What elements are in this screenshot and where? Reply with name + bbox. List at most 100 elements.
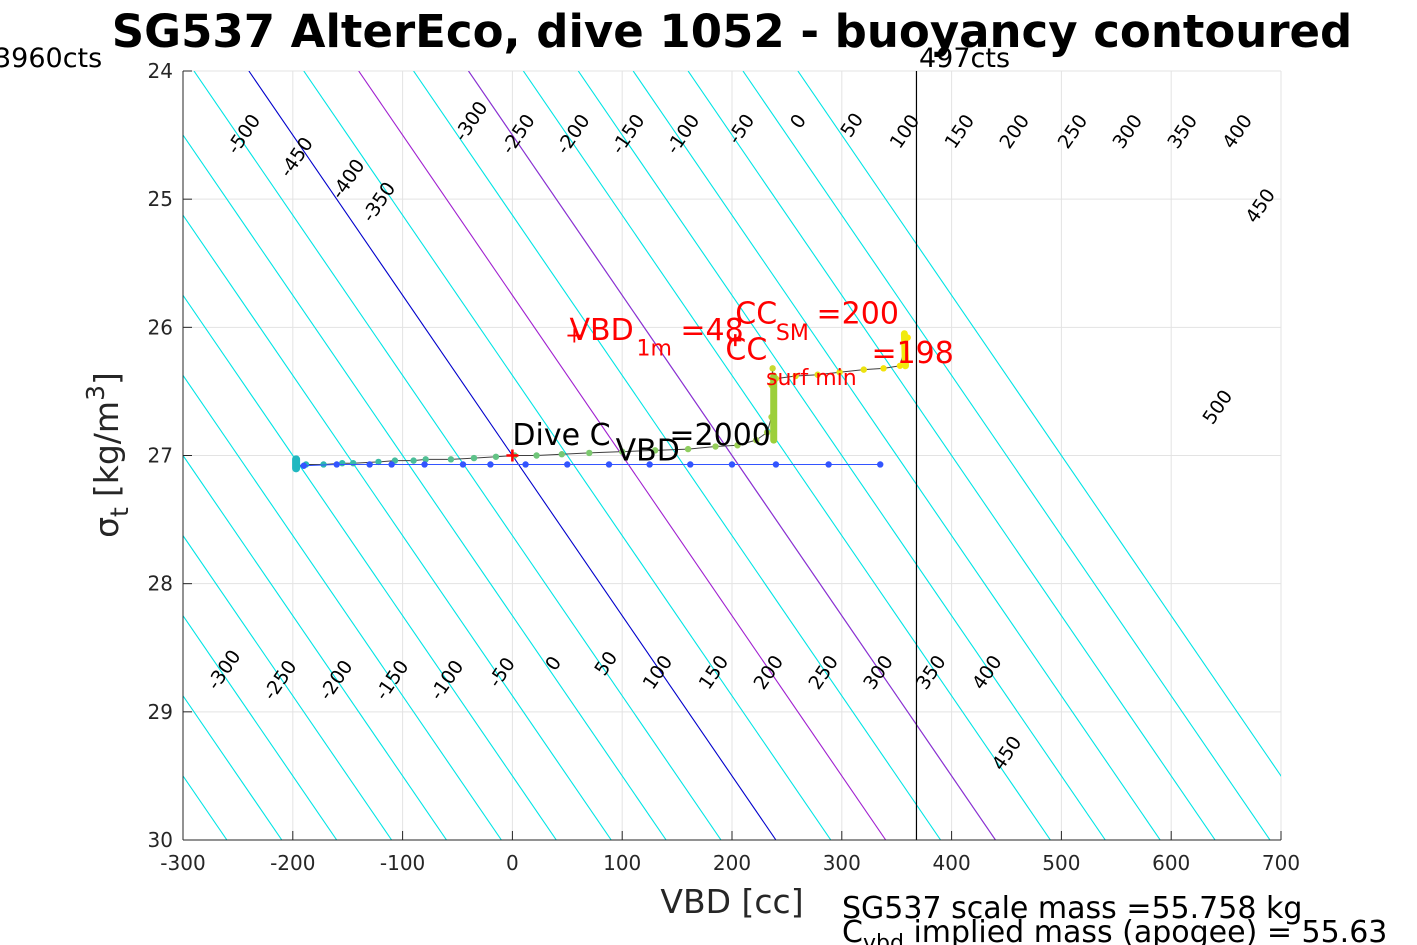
- bottom-labels-13: 350: [912, 651, 951, 693]
- series-point-dive-33: [860, 366, 867, 373]
- contour-line-100: [358, 71, 887, 840]
- contour-line-450: [742, 71, 1271, 840]
- annotation-1: VBD: [569, 313, 633, 348]
- y-label-sub: t: [105, 507, 134, 517]
- footer-c: C: [842, 915, 863, 945]
- annotation-0: +: [565, 324, 583, 349]
- series-point-climb-10: [605, 461, 613, 468]
- corner-right-label: 497cts: [919, 43, 1010, 74]
- y-label-close: ]: [87, 372, 126, 385]
- footer-vbd-sub: vbd: [863, 931, 904, 945]
- annotation-11: VBD: [616, 434, 680, 469]
- annotation-10: Dive C: [512, 418, 610, 453]
- series-point-dive-15: [586, 449, 593, 457]
- series-point-dive-4: [349, 459, 357, 467]
- series-point-dive-3: [339, 459, 346, 467]
- series-point-climb-9: [564, 461, 571, 468]
- y-label-units: [kg/m: [87, 401, 126, 497]
- series-point-climb-16: [877, 461, 884, 468]
- x-tick-label-5: 200: [713, 851, 751, 875]
- series-point-climb-4: [388, 461, 395, 468]
- top-labels-19: 450: [1241, 185, 1280, 227]
- contour-line--250: [183, 374, 502, 840]
- x-tick-label-6: 300: [823, 851, 861, 875]
- annotation-3: =48: [680, 313, 743, 348]
- series-point-climb-15: [825, 461, 832, 468]
- contour-line-200: [468, 71, 996, 840]
- y-label-sup: 3: [81, 385, 110, 401]
- series-point-dive-17: [651, 447, 659, 454]
- x-tick-label-10: 700: [1262, 851, 1300, 875]
- y-tick-label-0: 24: [148, 59, 173, 83]
- annotation-2: 1m: [636, 337, 671, 362]
- footer-scale-mass: SG537 scale mass =55.758 kg: [842, 891, 1302, 926]
- top-labels-10: 0: [786, 110, 811, 132]
- footer-implied-mass: Cvbd implied mass (apogee) = 55.63: [842, 915, 1387, 945]
- x-tick-label-1: -200: [270, 851, 315, 875]
- series-point-dive-22: [763, 429, 771, 436]
- contour-line-500: [797, 71, 1281, 777]
- top-labels-8: -100: [662, 110, 705, 158]
- contour-line-250: [522, 71, 1051, 840]
- y-label-symbol: σ: [87, 517, 126, 538]
- top-labels-15: 250: [1054, 111, 1093, 153]
- chart-title: SG537 AlterEco, dive 1052 - buoyancy con…: [112, 5, 1353, 58]
- y-axis-label: σt [kg/m3]: [81, 372, 134, 538]
- series-point-dive-21: [752, 436, 760, 444]
- series-point-climb-11: [646, 461, 653, 468]
- bottom-labels-2: -200: [315, 656, 358, 704]
- series-point-dive-2: [320, 461, 327, 468]
- top-labels-5: -250: [497, 110, 540, 158]
- series-point-dive-10: [470, 454, 478, 462]
- series-point-climb-1: [300, 462, 307, 469]
- bottom-labels-4: -100: [426, 656, 469, 704]
- series-point-climb-2: [333, 461, 340, 468]
- series-point-climb-6: [459, 461, 467, 468]
- y-tick-label-4: 28: [148, 572, 173, 596]
- annotation-5: SM: [776, 321, 809, 346]
- series-point-dive-7: [410, 457, 417, 464]
- y-tick-label-6: 30: [148, 828, 173, 852]
- x-tick-label-4: 100: [603, 851, 641, 875]
- contour-line--350: [183, 534, 393, 840]
- series-point-dive-19: [712, 443, 719, 450]
- top-labels-16: 300: [1108, 111, 1147, 153]
- series-point-dive-31: [814, 371, 821, 378]
- series-point-dive-9: [447, 456, 455, 463]
- bottom-labels-1: -250: [259, 656, 302, 704]
- top-labels-7: -150: [607, 110, 650, 158]
- top-labels-12: 100: [886, 111, 925, 153]
- series-point-climb-12: [687, 461, 694, 468]
- series-point-climb-8: [522, 461, 529, 468]
- y-tick-label-5: 29: [148, 700, 173, 724]
- series-point-dive-30: [792, 372, 799, 380]
- corner-left-label: 3960cts: [0, 43, 102, 74]
- bottom-labels-12: 300: [859, 651, 898, 693]
- top-labels-1: -450: [275, 133, 318, 181]
- top-labels-2: -400: [327, 155, 370, 203]
- series-point-climb-3: [366, 461, 373, 468]
- contour-line-350: [632, 71, 1161, 840]
- series-point-dive-16: [619, 448, 626, 455]
- y-tick-label-1: 25: [148, 187, 173, 211]
- x-tick-label-2: -100: [380, 851, 425, 875]
- series-point-climb-13: [728, 461, 736, 468]
- x-tick-label-9: 600: [1152, 851, 1190, 875]
- annotation-4: CC: [735, 296, 777, 331]
- bottom-labels-5: -50: [484, 654, 520, 692]
- annotation-12: =2000: [669, 418, 770, 453]
- annotation-8: surf min: [766, 366, 857, 391]
- y-tick-label-3: 27: [148, 444, 173, 468]
- contour-line-150: [413, 71, 942, 840]
- y-tick-label-2: 26: [148, 315, 173, 339]
- series-point-dive-32: [836, 368, 843, 376]
- series-point-dive-14: [558, 451, 566, 458]
- contour-line--300: [183, 454, 447, 840]
- bottom-labels-3: -150: [371, 656, 414, 704]
- bottom-labels-10: 200: [749, 651, 788, 693]
- bottom-labels-11: 250: [804, 651, 843, 693]
- contour-line--150: [183, 214, 612, 840]
- top-labels-0: -500: [223, 110, 266, 158]
- svg-text:σt[kg/m3]: σt [kg/m3]: [81, 372, 134, 538]
